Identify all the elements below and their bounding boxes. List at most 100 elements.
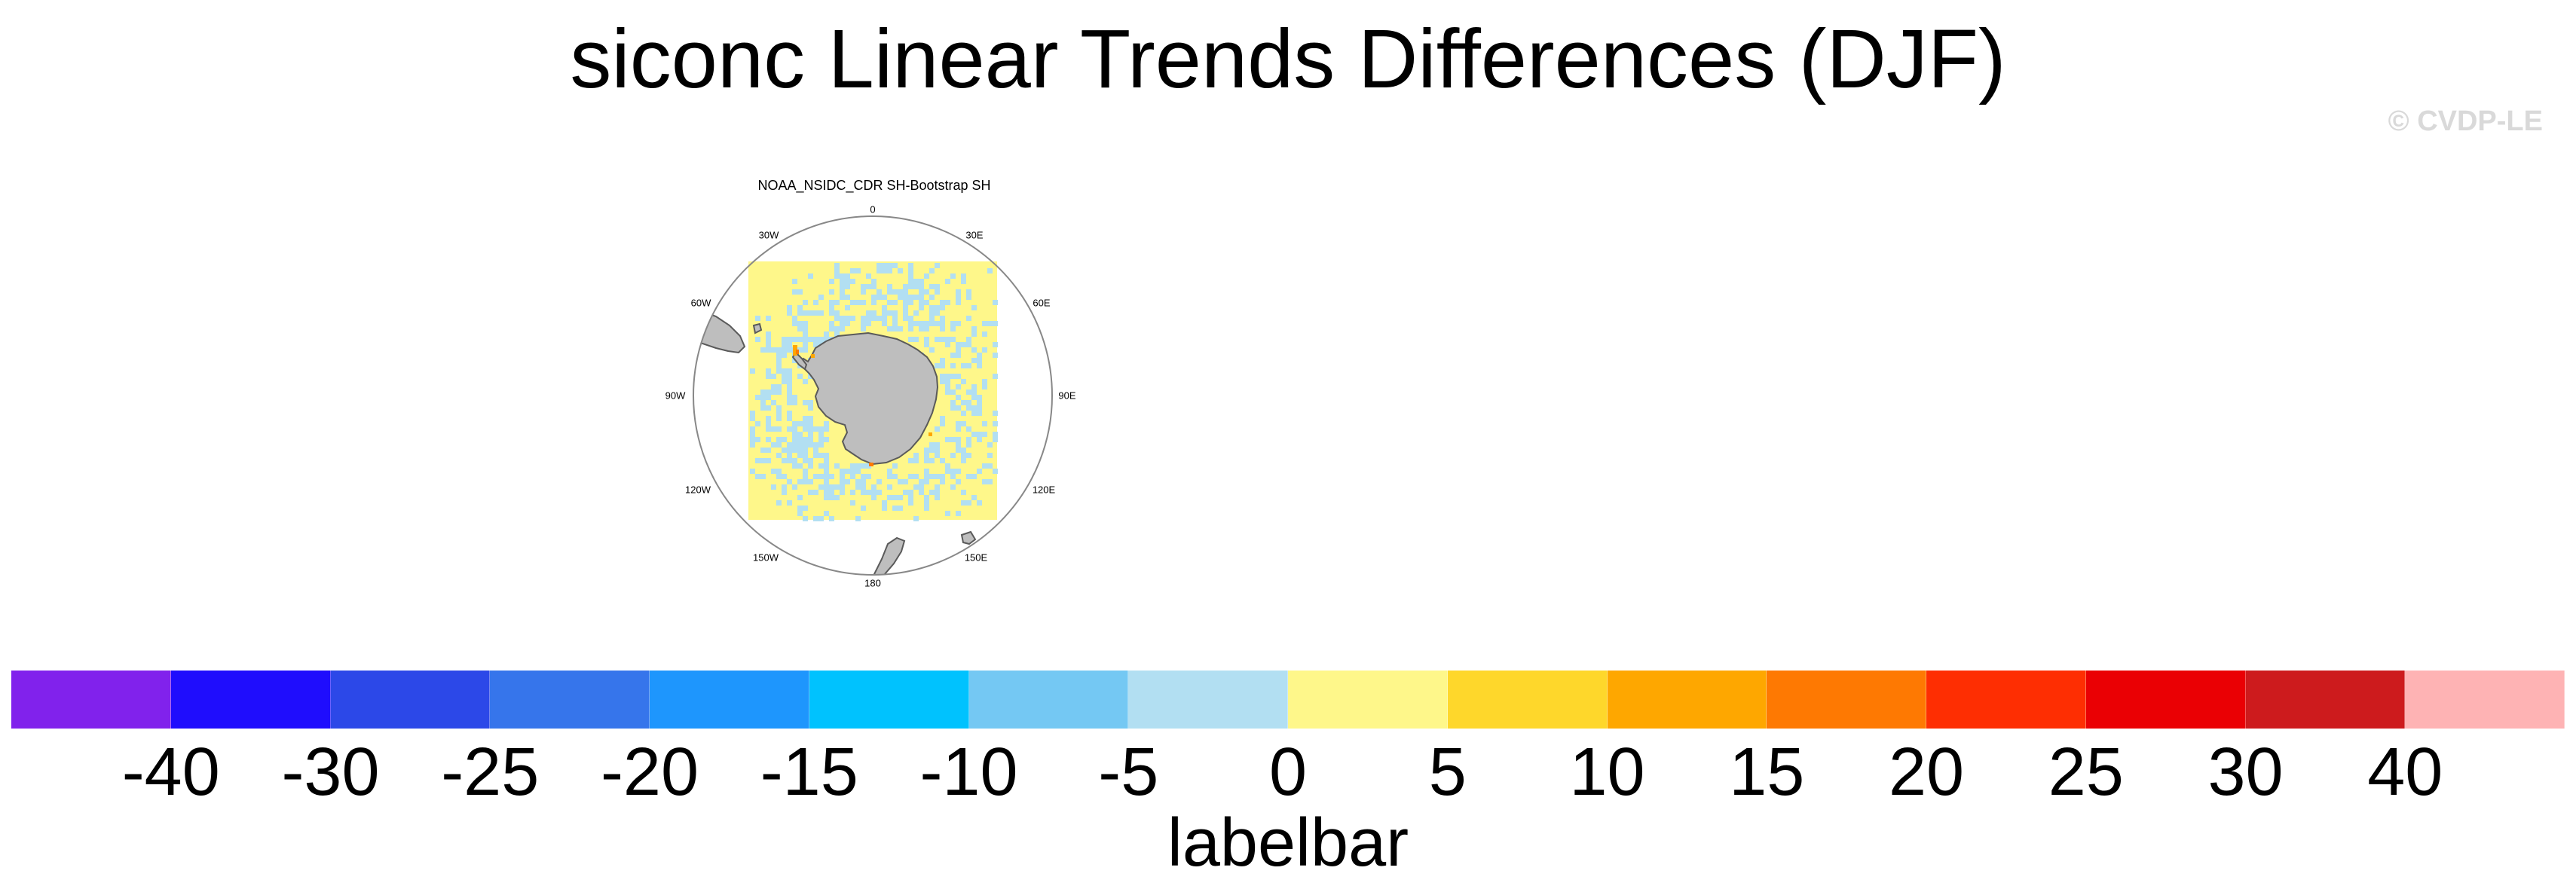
negative-trend-cell (818, 426, 824, 432)
negative-trend-cell (887, 469, 892, 474)
negative-trend-cell (787, 411, 792, 416)
negative-trend-cell (935, 263, 940, 268)
labelbar-segment (11, 671, 171, 729)
negative-trend-cell (892, 263, 898, 268)
negative-trend-cell (892, 495, 898, 500)
negative-trend-cell (813, 337, 818, 342)
negative-trend-cell (866, 474, 871, 479)
negative-trend-cell (882, 321, 887, 326)
negative-trend-cell (940, 300, 945, 305)
negative-trend-cell (935, 363, 940, 368)
negative-trend-cell (818, 432, 824, 437)
negative-trend-cells (750, 263, 998, 521)
negative-trend-cell (929, 295, 935, 300)
negative-trend-cell (755, 458, 760, 463)
negative-trend-cell (956, 384, 961, 390)
negative-trend-cell (935, 337, 940, 342)
negative-trend-cell (956, 395, 961, 400)
negative-trend-cell (787, 374, 792, 379)
negative-trend-cell (818, 516, 824, 521)
negative-trend-cell (982, 379, 987, 384)
negative-trend-cell (935, 310, 940, 316)
negative-trend-cell (797, 453, 803, 458)
negative-trend-cell (887, 300, 892, 305)
negative-trend-cell (850, 316, 855, 321)
negative-trend-cell (982, 384, 987, 390)
negative-trend-cell (771, 390, 776, 395)
negative-trend-cell (755, 437, 760, 442)
negative-trend-cell (808, 273, 813, 279)
negative-trend-cell (861, 321, 866, 326)
negative-trend-cell (966, 289, 971, 295)
negative-trend-cell (924, 326, 929, 331)
negative-trend-cell (950, 321, 956, 326)
negative-trend-cell (829, 321, 834, 326)
negative-trend-cell (961, 448, 966, 453)
negative-trend-cell (971, 347, 977, 353)
negative-trend-cell (766, 405, 771, 411)
negative-trend-cell (913, 295, 919, 300)
negative-trend-cell (877, 295, 882, 300)
negative-trend-cell (908, 495, 913, 500)
negative-trend-cell (803, 347, 808, 353)
negative-trend-cell (803, 421, 808, 426)
negative-trend-cell (908, 268, 913, 273)
negative-trend-cell (903, 316, 908, 321)
negative-trend-cell (882, 310, 887, 316)
negative-trend-cell (861, 474, 866, 479)
negative-trend-cell (866, 273, 871, 279)
negative-trend-cell (940, 358, 945, 363)
negative-trend-cell (956, 426, 961, 432)
positive-trend-spot (811, 354, 815, 358)
negative-trend-cell (797, 479, 803, 484)
negative-trend-cell (855, 484, 861, 490)
negative-trend-cell (935, 495, 940, 500)
negative-trend-cell (845, 469, 850, 474)
negative-trend-cell (977, 358, 982, 363)
negative-trend-cell (913, 458, 919, 463)
labelbar-segment (809, 671, 969, 729)
negative-trend-cell (956, 448, 961, 453)
negative-trend-cell (924, 453, 929, 458)
negative-trend-cell (787, 400, 792, 405)
negative-trend-cell (929, 458, 935, 463)
negative-trend-cell (808, 490, 813, 495)
negative-trend-cell (808, 458, 813, 463)
negative-trend-cell (913, 321, 919, 326)
negative-trend-cell (961, 400, 966, 405)
negative-trend-cell (787, 342, 792, 347)
negative-trend-cell (982, 421, 987, 426)
labelbar-segment (1607, 671, 1767, 729)
negative-trend-cell (877, 289, 882, 295)
negative-trend-cell (840, 279, 845, 284)
negative-trend-cell (792, 484, 797, 490)
negative-trend-cell (824, 453, 829, 458)
negative-trend-cell (871, 316, 877, 321)
negative-trend-cell (792, 279, 797, 284)
labelbar (11, 671, 2565, 729)
negative-trend-cell (940, 316, 945, 321)
negative-trend-cell (818, 295, 824, 300)
negative-trend-cell (845, 273, 850, 279)
negative-trend-cell (898, 326, 903, 331)
negative-trend-cell (776, 368, 782, 374)
negative-trend-cell (808, 479, 813, 484)
negative-trend-cell (971, 411, 977, 416)
labelbar-segment (170, 671, 331, 729)
negative-trend-cell (787, 305, 792, 310)
negative-trend-cell (961, 500, 966, 506)
negative-trend-cell (755, 474, 760, 479)
negative-trend-cell (824, 421, 829, 426)
negative-trend-cell (908, 458, 913, 463)
negative-trend-cell (797, 421, 803, 426)
negative-trend-cell (887, 268, 892, 273)
negative-trend-cell (766, 374, 771, 379)
negative-trend-cell (861, 484, 866, 490)
labelbar-segment (2405, 671, 2565, 729)
negative-trend-cell (824, 331, 829, 337)
negative-trend-cell (803, 516, 808, 521)
negative-trend-cell (797, 511, 803, 516)
negative-trend-cell (956, 347, 961, 353)
negative-trend-cell (950, 453, 956, 458)
negative-trend-cell (834, 484, 840, 490)
